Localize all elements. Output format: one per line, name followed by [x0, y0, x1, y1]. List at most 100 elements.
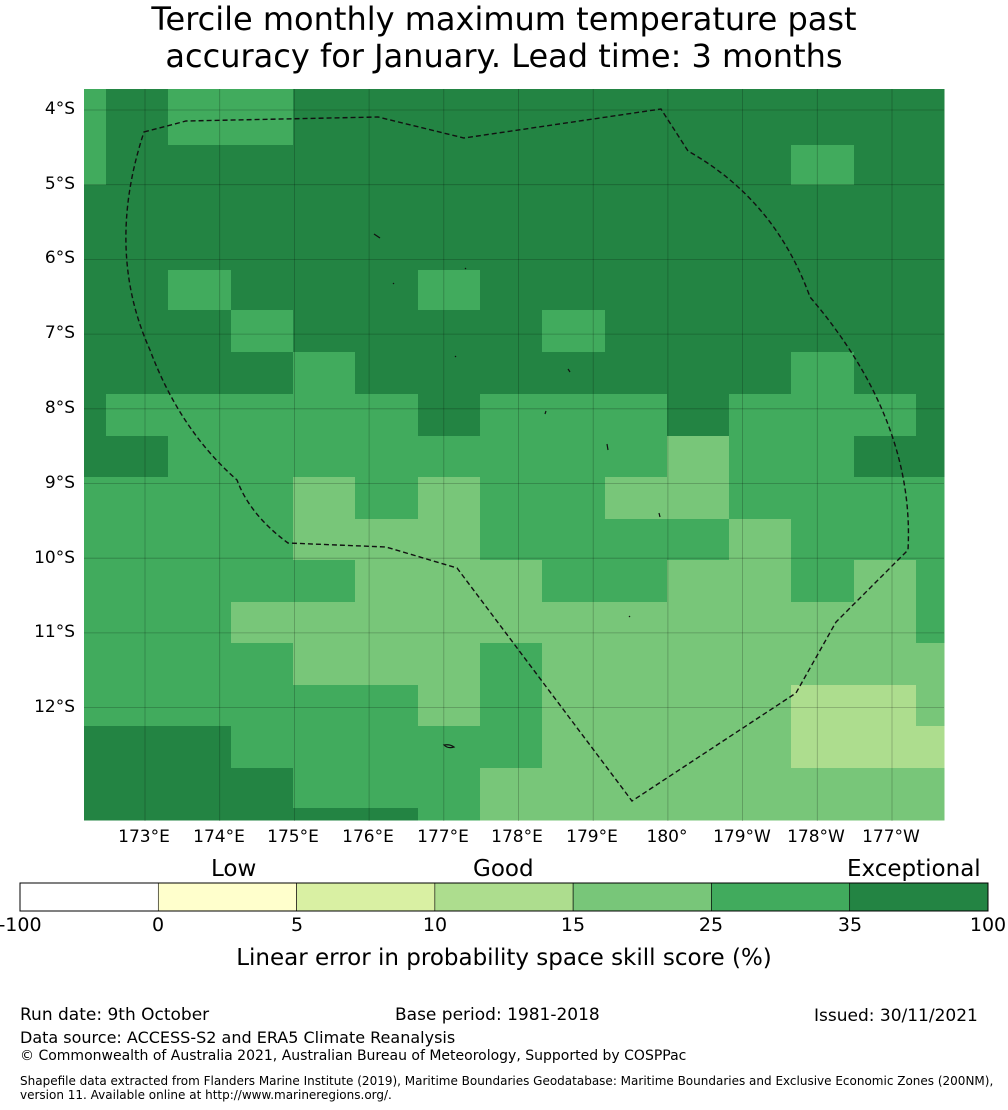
- grid-cell: [791, 89, 855, 104]
- grid-cell: [667, 768, 730, 809]
- grid-cell: [605, 519, 668, 561]
- grid-cell: [854, 228, 917, 271]
- grid-cell: [355, 436, 419, 478]
- grid-cell: [854, 602, 917, 644]
- lon-label-173e: 173°E: [118, 827, 170, 847]
- colorbar-tick: -100: [0, 914, 42, 936]
- lat-label-11s: 11°S: [34, 622, 75, 642]
- grid-cell: [854, 185, 917, 229]
- grid-cell: [84, 103, 107, 146]
- grid-cell: [293, 103, 356, 146]
- grid-cell: [605, 89, 668, 104]
- grid-cell: [916, 394, 945, 437]
- grid-cell: [854, 808, 917, 821]
- grid-cell: [854, 768, 917, 809]
- grid-cell: [84, 145, 107, 186]
- colorbar-tick: 5: [290, 914, 304, 936]
- grid-cell: [231, 270, 294, 311]
- grid-cell: [667, 352, 730, 395]
- grid-cell: [106, 685, 169, 727]
- grid-cell: [542, 436, 606, 478]
- grid-cell: [542, 768, 606, 809]
- grid-cell: [480, 185, 543, 229]
- grid-cell: [168, 768, 232, 809]
- grid-cell: [480, 394, 543, 437]
- lat-label-4s: 4°S: [44, 99, 75, 119]
- grid-cell: [791, 103, 855, 146]
- grid-cell: [84, 643, 107, 686]
- grid-cell: [667, 602, 730, 644]
- lon-label-177w: 177°W: [862, 827, 920, 847]
- grid-cell: [916, 228, 945, 271]
- island: [606, 443, 609, 451]
- grid-cell: [168, 560, 232, 603]
- grid-cell: [480, 270, 543, 311]
- island: [373, 233, 381, 239]
- grid-cell: [916, 808, 945, 821]
- grid-cell: [168, 519, 232, 561]
- grid-cell: [791, 808, 855, 821]
- lon-label-179w: 179°W: [713, 827, 771, 847]
- grid-cell: [605, 394, 668, 437]
- copyright: © Commonwealth of Australia 2021, Austra…: [20, 1048, 687, 1064]
- grid-cell: [542, 643, 606, 686]
- grid-cell: [480, 685, 543, 727]
- grid-cell: [605, 145, 668, 186]
- grid-cell: [542, 185, 606, 229]
- grid-cell: [729, 89, 792, 104]
- grid-cell: [854, 394, 917, 437]
- grid-cell: [729, 560, 792, 603]
- grid-cell: [729, 808, 792, 821]
- grid-cell: [293, 560, 356, 603]
- grid-cell: [168, 310, 232, 353]
- grid-cell: [106, 560, 169, 603]
- grid-cell: [605, 103, 668, 146]
- grid-cell: [106, 602, 169, 644]
- grid-cell: [916, 726, 945, 769]
- grid-cell: [729, 352, 792, 395]
- grid-cell: [84, 768, 107, 809]
- grid-cell: [605, 477, 668, 520]
- grid-cell: [231, 602, 294, 644]
- grid-cell: [854, 103, 917, 146]
- grid-cell: [854, 519, 917, 561]
- grid-cell: [667, 145, 730, 186]
- grid-cell: [106, 103, 169, 146]
- grid-cell: [667, 185, 730, 229]
- grid-cell: [168, 643, 232, 686]
- grid-cell: [729, 185, 792, 229]
- grid-cell: [355, 768, 419, 809]
- grid-cell: [168, 103, 232, 146]
- grid-cell: [168, 270, 232, 311]
- grid-cell: [418, 685, 481, 727]
- grid-cell: [293, 808, 356, 821]
- grid-cell: [916, 643, 945, 686]
- grid-cell: [729, 602, 792, 644]
- grid-cell: [355, 808, 419, 821]
- grid-cell: [418, 643, 481, 686]
- grid-cell: [293, 436, 356, 478]
- grid-cell: [916, 560, 945, 603]
- grid-cell: [106, 270, 169, 311]
- grid-cell: [667, 436, 730, 478]
- grid-cell: [916, 685, 945, 727]
- grid-cell: [916, 89, 945, 104]
- grid-cell: [791, 352, 855, 395]
- grid-cell: [231, 519, 294, 561]
- grid-cell: [355, 270, 419, 311]
- lon-label-178w: 178°W: [787, 827, 845, 847]
- grid-cell: [542, 560, 606, 603]
- grid-cell: [916, 602, 945, 644]
- grid-cell: [605, 560, 668, 603]
- grid-cell: [84, 185, 107, 229]
- island: [464, 267, 467, 270]
- grid-cell: [106, 808, 169, 821]
- grid-cell: [418, 519, 481, 561]
- grid-cell: [605, 726, 668, 769]
- island: [544, 410, 547, 415]
- grid-cell: [667, 808, 730, 821]
- lon-label-175e: 175°E: [267, 827, 319, 847]
- title-line-2: accuracy for January. Lead time: 3 month…: [165, 37, 843, 75]
- grid-cell: [293, 310, 356, 353]
